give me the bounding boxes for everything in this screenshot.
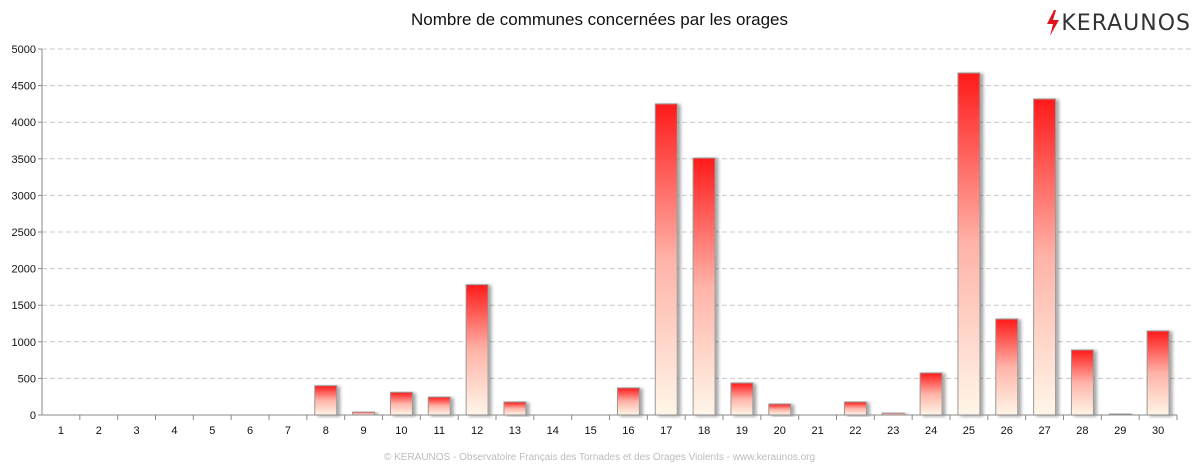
x-tick-label: 4 [171,425,177,437]
bar-day-16 [616,387,640,416]
x-tick-label: 15 [584,425,596,437]
x-tick-label: 30 [1152,425,1164,437]
y-tick-label: 3000 [12,190,36,202]
bar-day-28 [1070,349,1094,416]
x-tick-label: 14 [547,425,559,437]
x-tick-label: 13 [509,425,521,437]
y-tick-label: 1500 [12,300,36,312]
bar-day-26 [995,318,1019,416]
x-tick-label: 5 [209,425,215,437]
bar-day-19 [730,382,754,416]
x-tick-label: 16 [622,425,634,437]
bar-day-24 [919,372,943,416]
x-tick-label: 11 [434,425,445,437]
bar-day-27 [1033,98,1057,416]
y-tick-label: 2000 [12,264,36,276]
x-tick-label: 8 [323,425,329,437]
x-tick-label: 29 [1114,425,1126,437]
y-tick-label: 1000 [12,337,36,349]
x-tick-label: 27 [1038,425,1050,437]
lightning-icon [1047,10,1060,36]
y-tick-label: 0 [30,410,36,422]
x-tick-label: 19 [736,425,748,437]
x-tick-label: 9 [361,425,367,437]
x-tick-label: 24 [925,425,937,437]
x-tick-label: 18 [698,425,710,437]
x-tick-label: 23 [887,425,899,437]
x-tick-label: 7 [285,425,291,437]
bar-day-10 [389,391,413,416]
x-tick-label: 25 [963,425,975,437]
x-tick-label: 12 [471,425,483,437]
bar-day-11 [427,396,451,416]
logo-text: KERAUNOS [1061,10,1191,36]
chart-title: Nombre de communes concernées par les or… [410,10,789,29]
bar-day-30 [1146,330,1170,416]
bar-day-13 [503,401,527,416]
bar-day-20 [768,403,792,416]
y-tick-label: 3500 [12,154,36,166]
x-tick-label: 2 [96,425,102,437]
x-tick-label: 3 [134,425,140,437]
bar-day-18 [692,157,716,416]
footer-copyright: © KERAUNOS - Observatoire Français des T… [383,452,816,463]
bar-day-22 [843,401,867,416]
y-tick-label: 500 [18,373,36,385]
y-tick-label: 4000 [12,117,36,129]
x-tick-label: 28 [1076,425,1088,437]
bar-day-12 [465,284,489,416]
x-tick-label: 22 [849,425,861,437]
x-tick-label: 10 [395,425,407,437]
x-tick-label: 17 [660,425,672,437]
y-tick-label: 4500 [12,81,36,93]
bar-day-25 [957,72,981,416]
x-tick-label: 21 [811,425,823,437]
x-tick-label: 6 [247,425,253,437]
x-tick-label: 20 [774,425,786,437]
x-tick-label: 1 [58,425,64,437]
x-tick-label: 26 [1001,425,1013,437]
bar-day-8 [314,385,338,416]
bar-day-17 [654,103,678,416]
keraunos-logo: KERAUNOS [1045,10,1191,36]
y-tick-label: 5000 [12,44,36,56]
y-tick-label: 2500 [12,227,36,239]
